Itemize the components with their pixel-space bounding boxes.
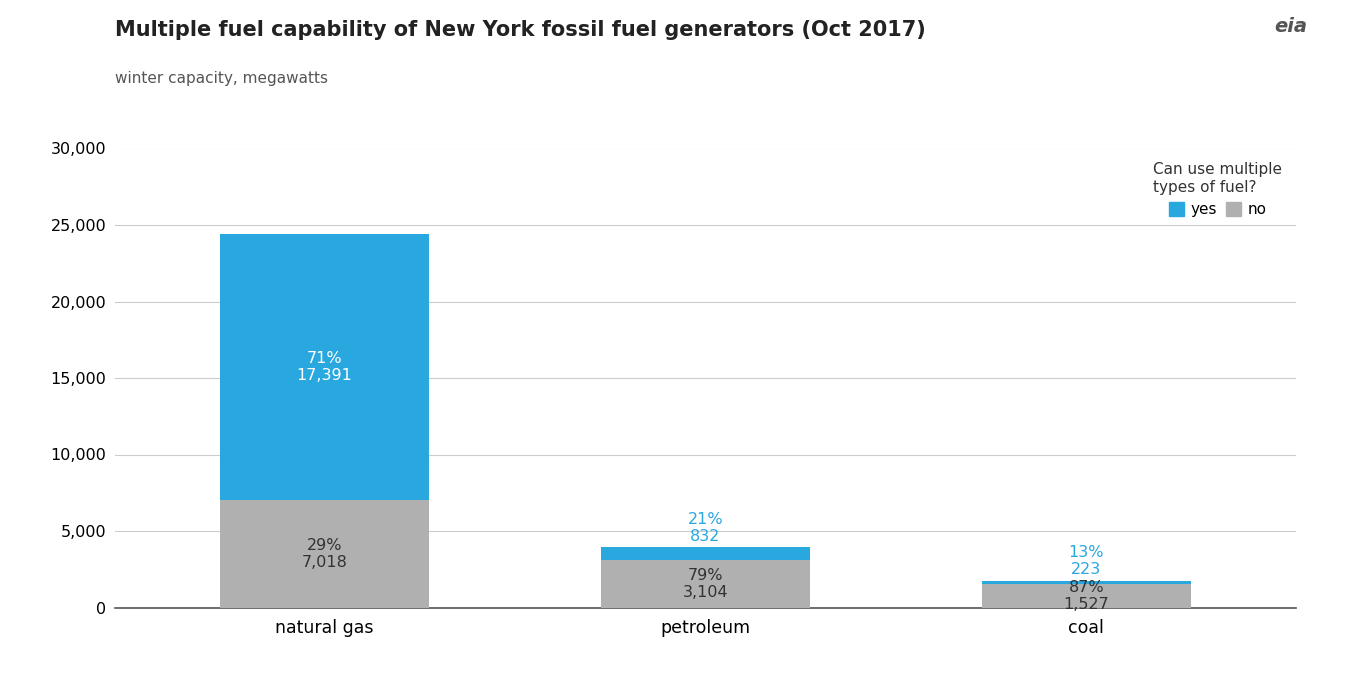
Text: 79%
3,104: 79% 3,104 <box>683 568 728 600</box>
Text: 13%
223: 13% 223 <box>1069 545 1104 577</box>
Bar <box>220 234 429 500</box>
Bar <box>981 580 1191 584</box>
Bar <box>601 560 810 608</box>
Text: 21%
832: 21% 832 <box>687 512 724 544</box>
Text: 29%
7,018: 29% 7,018 <box>301 537 347 570</box>
Text: Multiple fuel capability of New York fossil fuel generators (Oct 2017): Multiple fuel capability of New York fos… <box>115 20 926 40</box>
Text: 87%
1,527: 87% 1,527 <box>1064 580 1110 612</box>
Bar <box>981 584 1191 608</box>
Text: winter capacity, megawatts: winter capacity, megawatts <box>115 71 328 86</box>
Legend: yes, no: yes, no <box>1148 156 1288 223</box>
Bar <box>220 500 429 608</box>
Text: 71%
17,391: 71% 17,391 <box>297 351 352 383</box>
Bar <box>601 547 810 560</box>
Text: eia: eia <box>1274 17 1307 36</box>
